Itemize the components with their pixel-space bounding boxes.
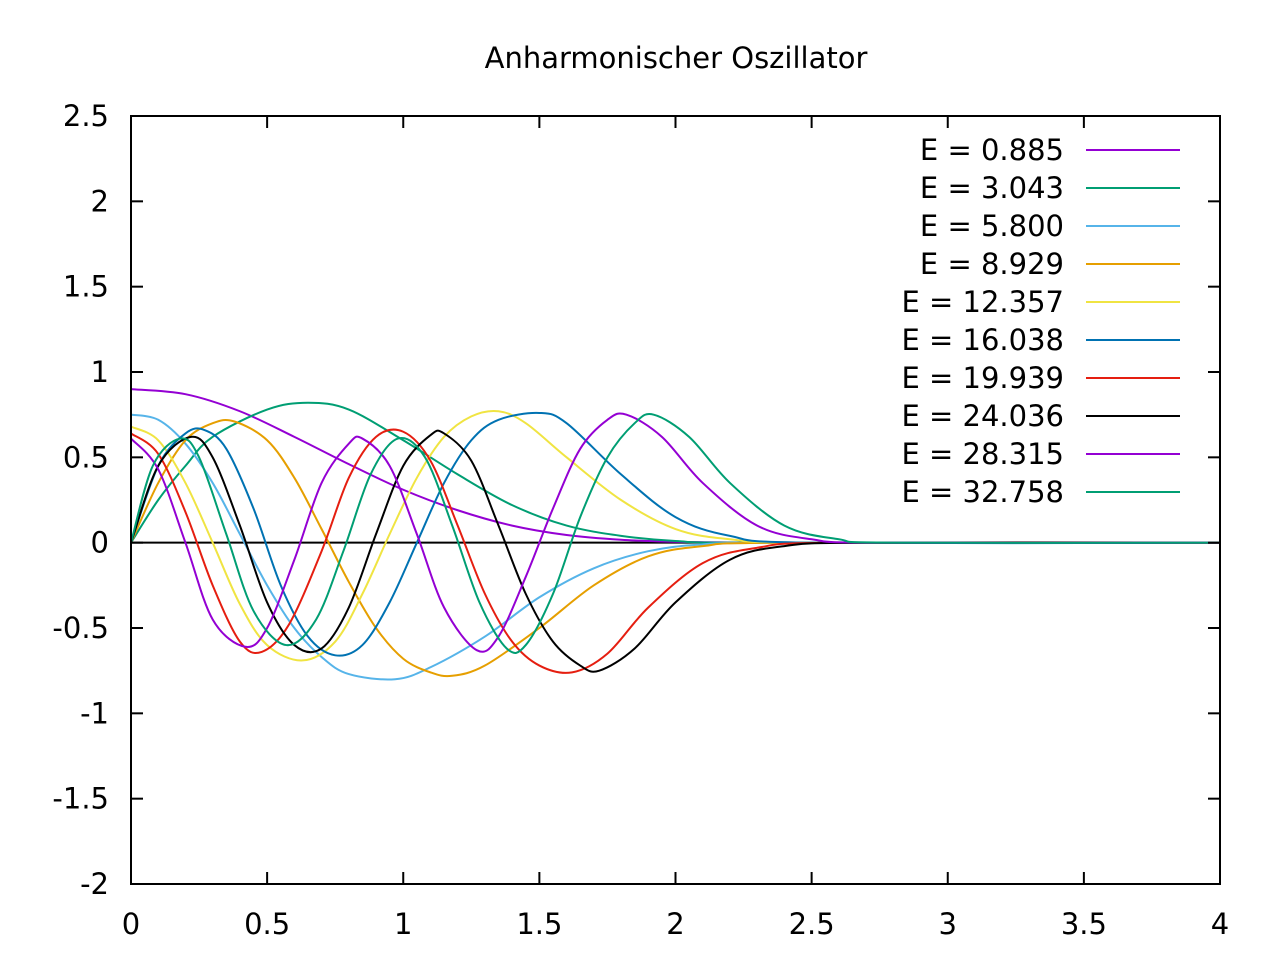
legend-label-10: E = 32.758	[901, 475, 1064, 509]
series-layer	[130, 388, 1221, 681]
legend-label-5: E = 12.357	[901, 285, 1064, 319]
y-tick-label: 2.5	[63, 99, 109, 133]
series-line-10	[130, 413, 1221, 654]
x-tick-label: 1	[394, 907, 412, 941]
y-tick-label: -2	[80, 867, 109, 901]
y-tick-label: -0.5	[52, 611, 109, 645]
legend-label-4: E = 8.929	[920, 247, 1064, 281]
axes-layer: 0 0.5 1 1.5 2 2.5 3 3.5 4 2.5 2 1.5 1 0.5 0 -0.5 -1 -1.5 -…	[52, 99, 1229, 941]
y-tick-label: 2	[91, 184, 109, 218]
series-line-9	[130, 412, 1221, 653]
chart-title: Anharmonischer Oszillator	[485, 41, 868, 75]
x-tick-label: 2.5	[789, 907, 835, 941]
legend-label-1: E = 0.885	[920, 133, 1064, 167]
x-tick-label: 3	[939, 907, 957, 941]
series-line-8	[130, 429, 1221, 673]
x-tick-label: 0	[122, 907, 140, 941]
y-tick-label: 0	[91, 526, 109, 560]
legend-label-7: E = 19.939	[901, 361, 1064, 395]
x-tick-label: 0.5	[244, 907, 290, 941]
legend-label-3: E = 5.800	[920, 209, 1064, 243]
y-tick-label: 1.5	[63, 270, 109, 304]
series-line-7	[130, 428, 1221, 674]
legend-label-2: E = 3.043	[920, 171, 1064, 205]
legend-label-9: E = 28.315	[901, 437, 1064, 471]
y-tick-label: -1.5	[52, 782, 109, 816]
series-line-4	[130, 418, 1221, 678]
y-tick-label: -1	[80, 696, 109, 730]
x-tick-label: 1.5	[516, 907, 562, 941]
x-tick-label: 2	[666, 907, 684, 941]
series-line-6	[130, 411, 1221, 657]
x-tick-label: 4	[1211, 907, 1229, 941]
y-tick-label: 0.5	[63, 440, 109, 474]
legend: E = 0.885 E = 3.043 E = 5.800 E = 8.929 E = …	[901, 133, 1180, 509]
x-tick-label: 3.5	[1061, 907, 1107, 941]
legend-label-6: E = 16.038	[901, 323, 1064, 357]
legend-label-8: E = 24.036	[901, 399, 1064, 433]
series-line-5	[130, 409, 1221, 662]
y-tick-label: 1	[91, 355, 109, 389]
